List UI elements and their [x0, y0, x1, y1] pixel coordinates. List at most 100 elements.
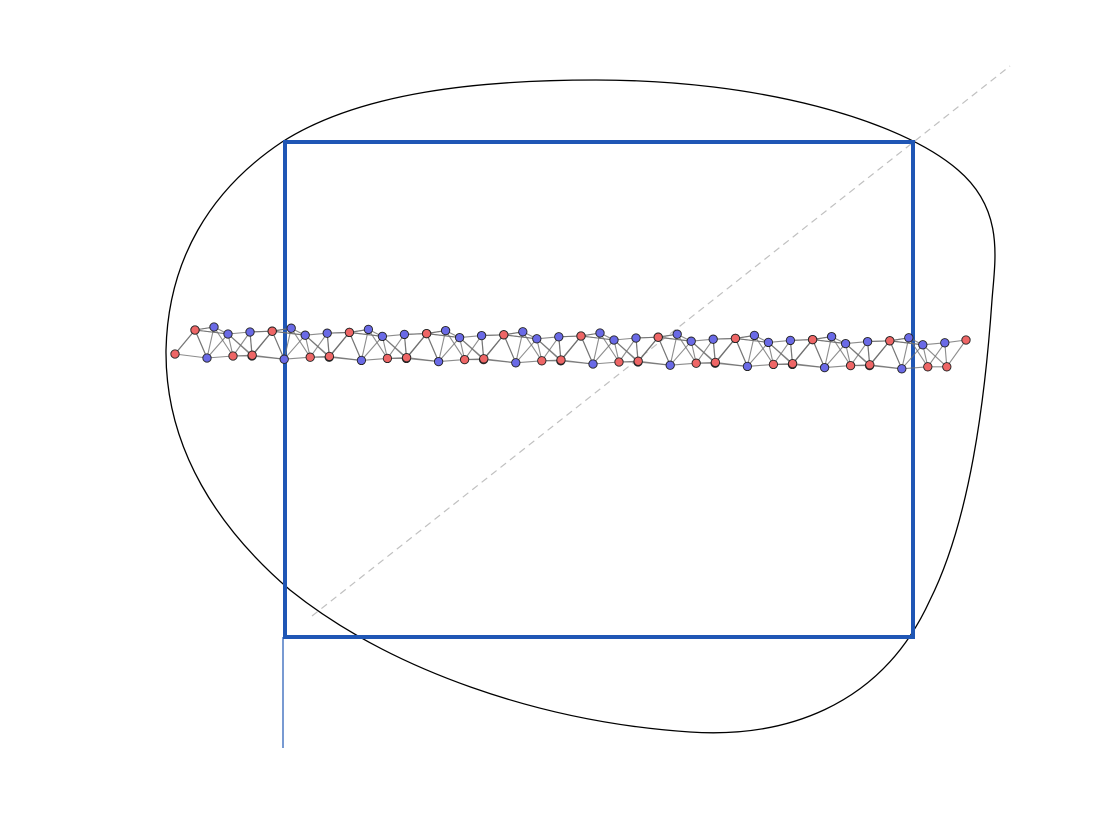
lattice-node-red	[228, 351, 238, 361]
lattice-node-blue	[588, 359, 598, 369]
lattice-node-blue	[363, 324, 374, 335]
lattice-node-blue	[322, 328, 332, 338]
lattice-edge	[669, 340, 692, 366]
lattice-edge	[348, 332, 362, 361]
lattice-edge	[515, 338, 538, 364]
lattice-edge	[772, 340, 791, 365]
lattice-node-blue	[245, 327, 255, 337]
lattice-edge	[194, 329, 208, 359]
lattice-node-red	[576, 331, 586, 341]
lattice-node-red	[305, 352, 315, 362]
blue-rectangle-frame	[283, 140, 915, 639]
lattice-edge	[824, 343, 847, 368]
lattice-edge	[438, 337, 461, 362]
lattice-edge	[850, 341, 869, 366]
lattice-edge	[695, 338, 714, 364]
lattice-edge	[580, 335, 594, 365]
lattice-node-blue	[377, 331, 388, 342]
lattice-edge	[637, 336, 659, 362]
lattice-edge	[690, 340, 716, 363]
lattice-edge	[459, 337, 485, 360]
lattice-node-blue	[356, 355, 367, 366]
lattice-node-blue	[840, 338, 851, 349]
lattice-node-blue	[763, 337, 774, 348]
lattice-node-red	[382, 353, 393, 364]
lattice-node-blue	[300, 330, 310, 340]
lattice-edge	[792, 339, 814, 364]
lattice-edge	[946, 339, 967, 368]
lattice-node-red	[537, 356, 547, 366]
lattice-edge	[251, 330, 273, 356]
lattice-edge	[328, 332, 350, 357]
lattice-edge	[360, 336, 383, 361]
lattice-edge	[503, 334, 537, 340]
lattice-edge	[483, 334, 505, 360]
lattice-edge	[613, 339, 639, 362]
lattice-node-red	[653, 332, 663, 342]
lattice-node-red	[401, 352, 412, 363]
lattice-edge	[831, 336, 852, 366]
lattice-node-red	[324, 351, 335, 362]
lattice-node-blue	[440, 325, 451, 336]
lattice-edge	[638, 360, 671, 366]
lattice-node-red	[730, 333, 741, 344]
lattice-edge	[536, 338, 562, 361]
lattice-edge	[309, 332, 328, 358]
lattice-edge	[386, 334, 405, 359]
lattice-node-red	[247, 350, 257, 360]
lattice-edge	[869, 364, 902, 370]
lattice-node-blue	[595, 328, 605, 338]
lattice-node-red	[499, 330, 509, 340]
lattice-edge	[367, 329, 388, 359]
lattice-edge	[927, 342, 946, 368]
lattice-edge	[746, 342, 769, 367]
lattice-edge	[464, 335, 483, 360]
lattice-node-red	[865, 360, 875, 370]
lattice-node-red	[710, 357, 721, 368]
lattice-edge	[714, 338, 736, 363]
lattice-node-red	[479, 354, 489, 364]
lattice-edge	[812, 339, 826, 368]
lattice-edge	[657, 336, 671, 366]
lattice-edge	[329, 355, 362, 361]
lattice-node-red	[421, 328, 432, 339]
lattice-node-blue	[554, 332, 564, 342]
lattice-node-red	[344, 327, 355, 338]
lattice-node-blue	[476, 330, 487, 341]
lattice-edge	[174, 353, 208, 359]
lattice-nodes	[170, 322, 971, 374]
lattice-node-blue	[665, 360, 675, 370]
lattice-node-red	[961, 335, 971, 345]
lattice-edge	[753, 335, 774, 365]
lattice-edge	[901, 344, 924, 370]
lattice-edge	[768, 341, 793, 365]
lattice-edge	[271, 330, 285, 360]
lattice-edge	[349, 331, 383, 337]
lattice-edge	[174, 329, 196, 355]
lattice-node-red	[170, 349, 180, 359]
lattice-edge	[869, 340, 891, 366]
lattice-edge	[599, 332, 620, 363]
lattice-edge	[715, 361, 748, 367]
lattice-node-blue	[202, 353, 212, 363]
lattice-edge	[812, 339, 846, 345]
lattice-edge	[426, 333, 460, 339]
lattice-edge	[272, 330, 306, 336]
lattice-edge	[792, 363, 825, 369]
lattice-node-blue	[862, 336, 873, 347]
lattice-node-blue	[940, 338, 950, 348]
lattice-edge	[734, 338, 748, 367]
lattice-node-blue	[279, 354, 289, 364]
lattice-edge	[206, 333, 229, 359]
lattice-node-blue	[686, 336, 696, 346]
lattice-node-blue	[223, 329, 233, 339]
lattice-node-blue	[819, 362, 830, 373]
lattice-node-blue	[672, 329, 682, 339]
lattice-node-red	[459, 354, 470, 365]
lattice-edge	[845, 343, 871, 366]
lattice-node-red	[633, 356, 643, 366]
lattice-node-red	[190, 325, 200, 335]
lattice-node-blue	[532, 334, 542, 344]
lattice-edge	[503, 334, 517, 364]
